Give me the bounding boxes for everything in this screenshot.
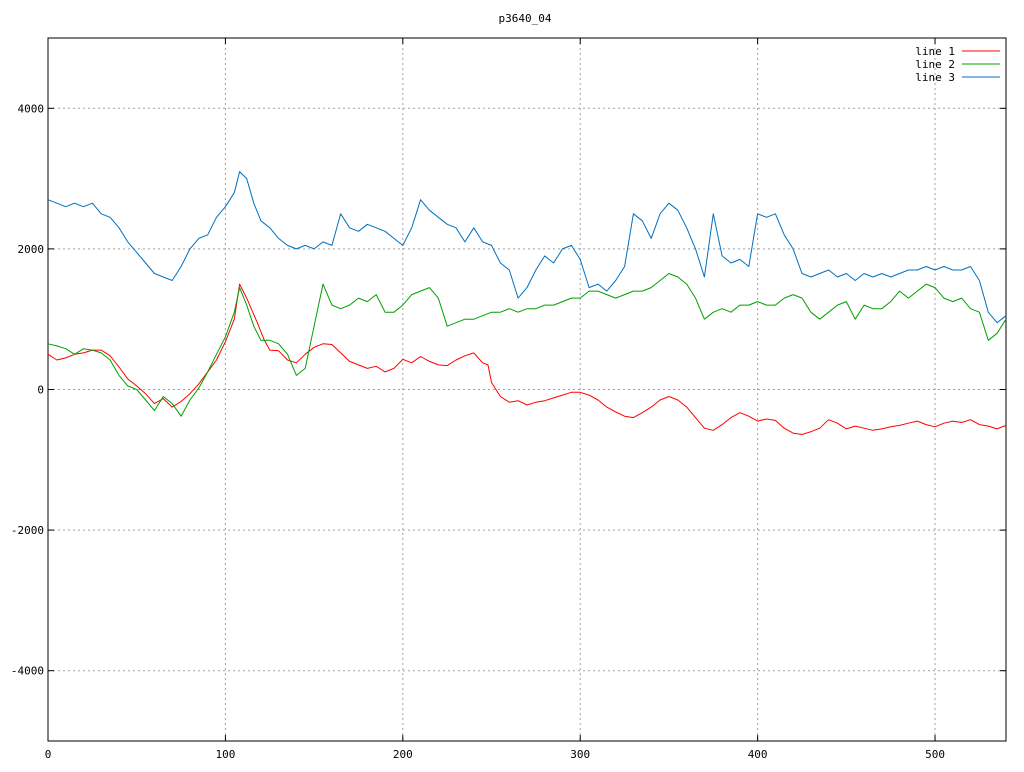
y-tick-label: 4000 bbox=[18, 102, 45, 115]
grid-lines bbox=[48, 38, 1006, 741]
legend-label-2: line 2 bbox=[915, 58, 955, 71]
x-tick-label: 200 bbox=[393, 748, 413, 761]
legend-label-1: line 1 bbox=[915, 45, 955, 58]
x-tick-label: 0 bbox=[45, 748, 52, 761]
axes: 0 100 200 300 400 500 -4000 -2000 0 2000 4000 bbox=[11, 37, 1007, 761]
legend-label-3: line 3 bbox=[915, 71, 955, 84]
series-line-1 bbox=[47, 283, 1007, 435]
x-tick-label: 300 bbox=[570, 748, 590, 761]
y-tick-label: 0 bbox=[37, 384, 44, 397]
plot-frame bbox=[47, 37, 1007, 742]
x-tick-label: 100 bbox=[215, 748, 235, 761]
x-tick-label: 500 bbox=[925, 748, 945, 761]
series-line-3 bbox=[47, 171, 1007, 324]
x-tick-label: 400 bbox=[748, 748, 768, 761]
y-tick-label: -4000 bbox=[11, 665, 44, 678]
chart-title: p3640_04 bbox=[499, 12, 552, 25]
y-tick-label: 2000 bbox=[18, 243, 45, 256]
series-line-2 bbox=[47, 273, 1007, 417]
series-lines bbox=[47, 171, 1007, 435]
y-tick-label: -2000 bbox=[11, 524, 44, 537]
